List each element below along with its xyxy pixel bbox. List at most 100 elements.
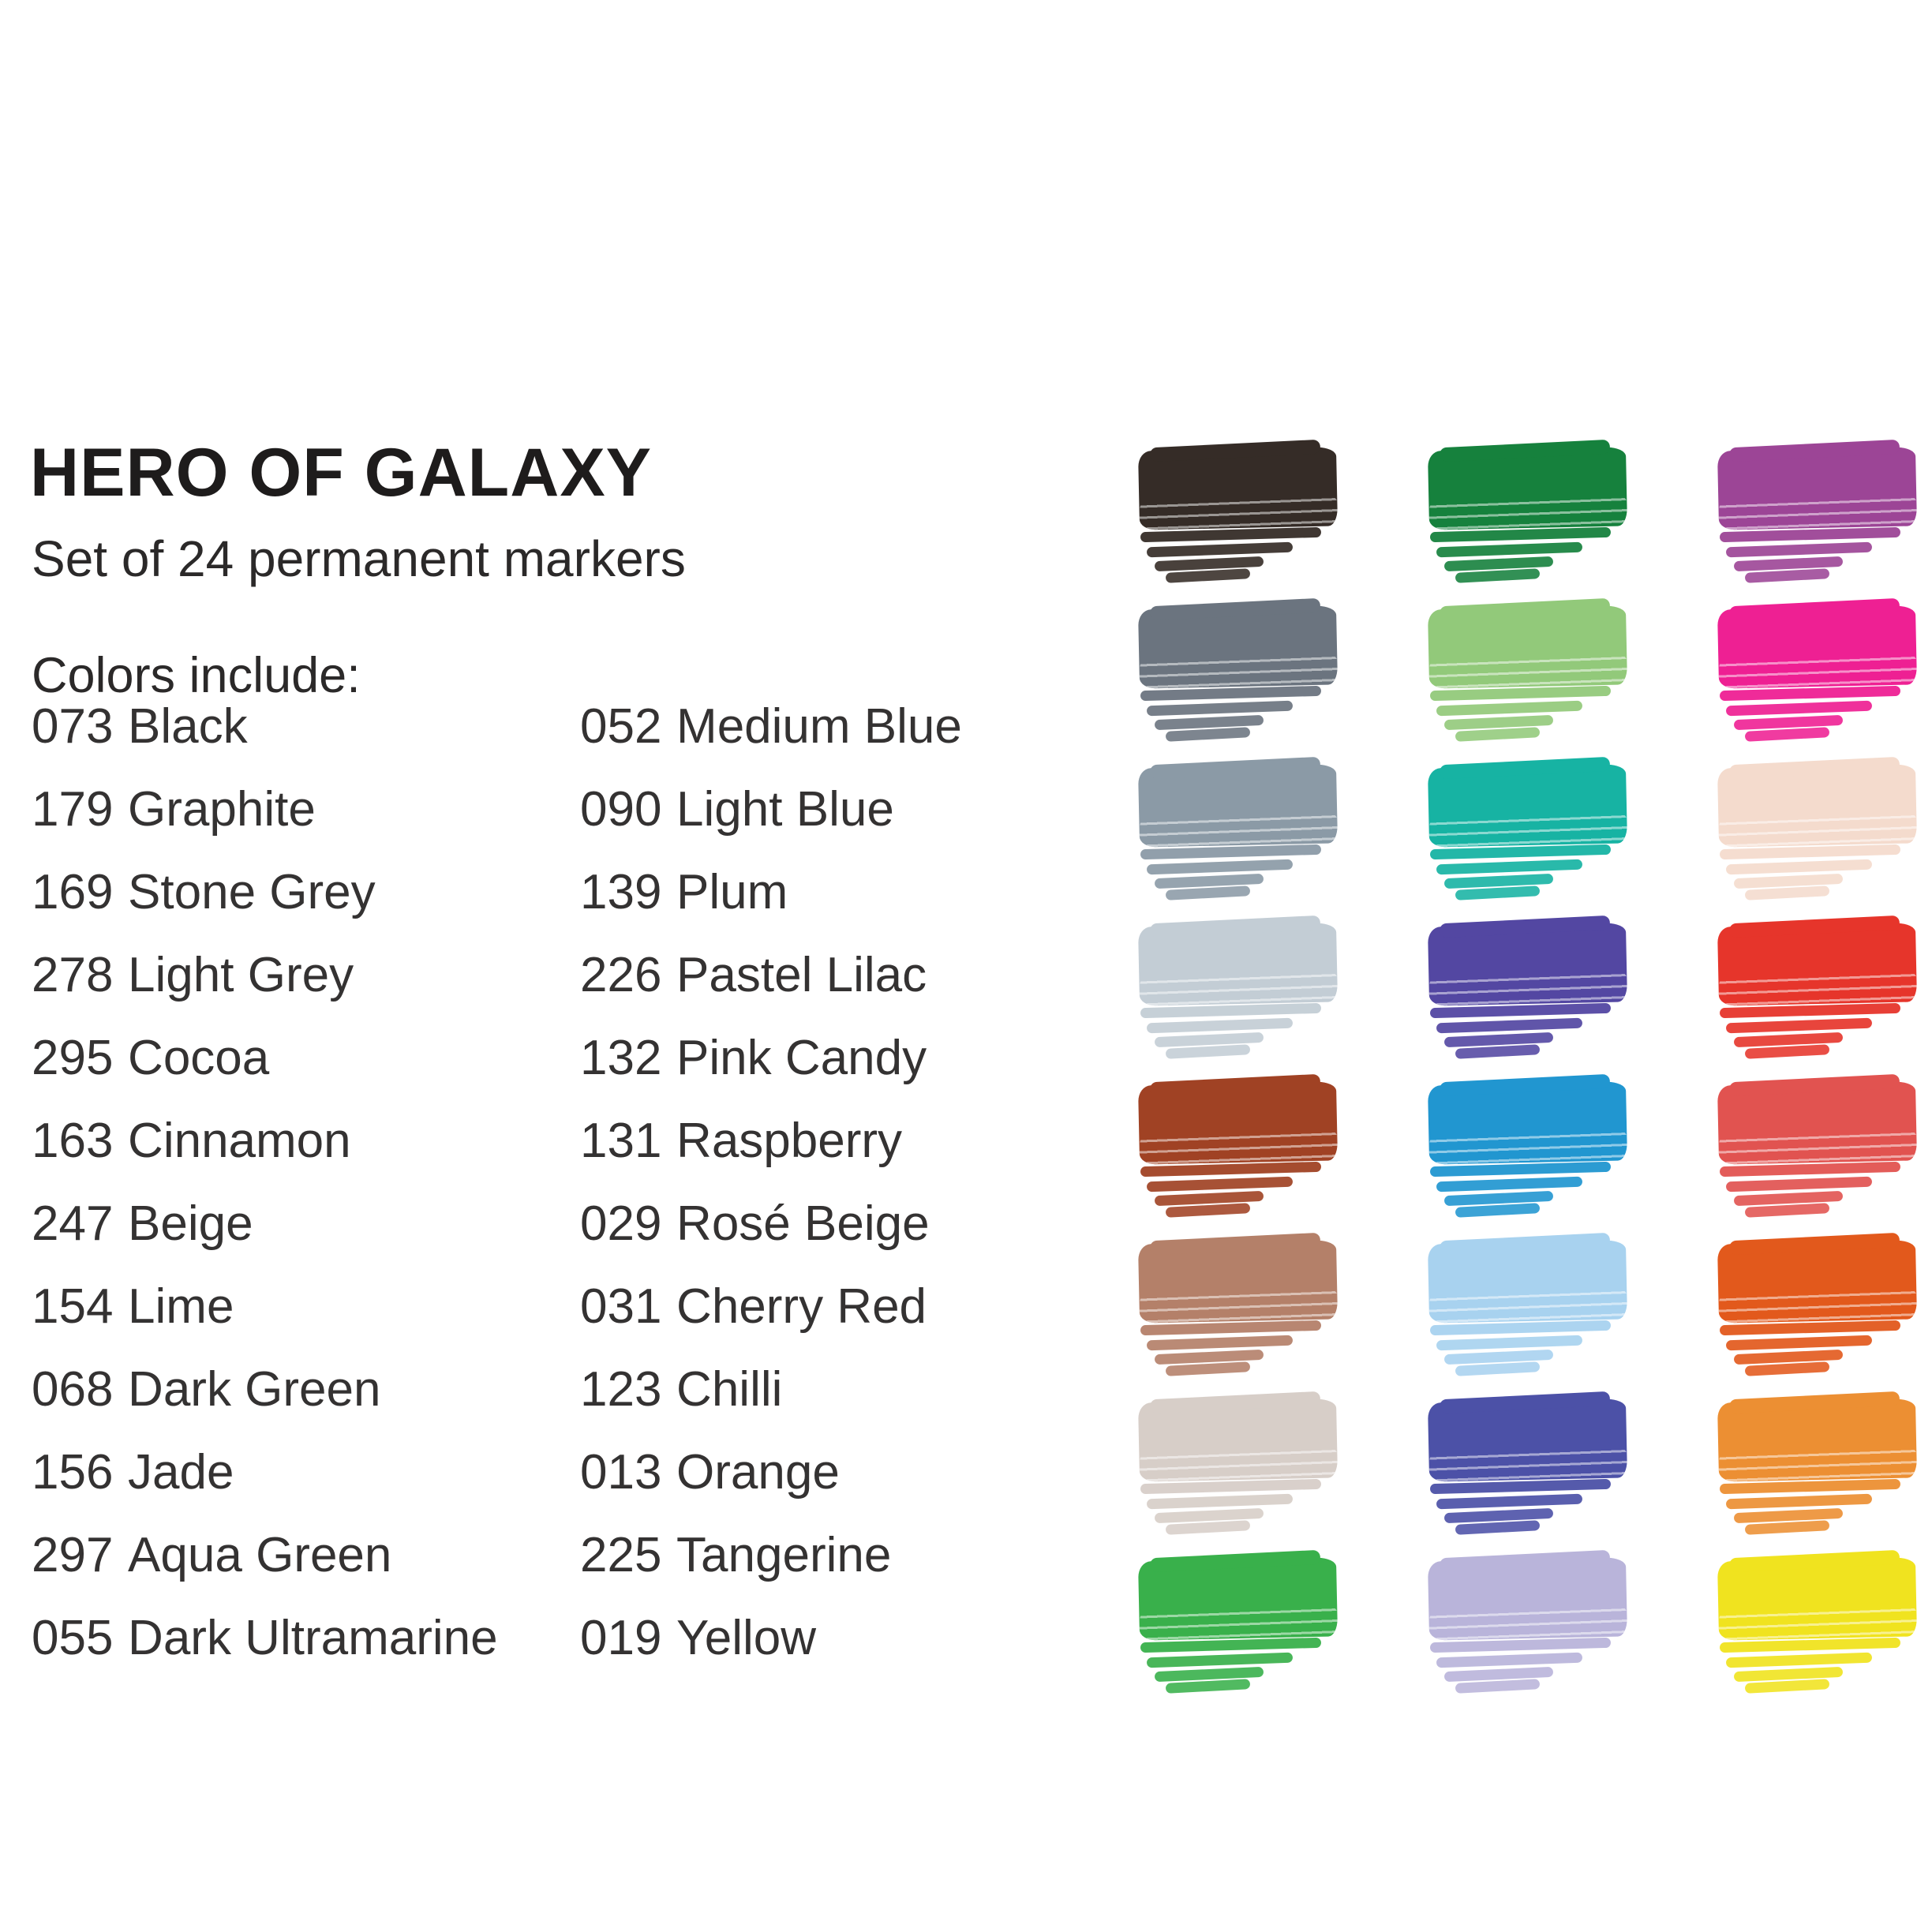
color-code: 068 (32, 1362, 114, 1417)
color-name: Beige (128, 1196, 253, 1251)
color-code: 090 (580, 782, 662, 837)
color-code: 163 (32, 1114, 114, 1168)
color-list-item: 132 Pink Candy (580, 1017, 962, 1099)
color-name: Jade (128, 1445, 234, 1500)
color-list-item: 052 Medium Blue (580, 685, 962, 768)
marker-swatch (1717, 763, 1918, 900)
color-code: 131 (580, 1114, 662, 1168)
color-list-item: 031 Cherry Red (580, 1265, 962, 1348)
color-list-item: 123 Chilli (580, 1348, 962, 1431)
color-list-item: 073 Black (32, 685, 498, 768)
color-code: 278 (32, 948, 114, 1002)
marker-swatch (1137, 605, 1339, 742)
color-code: 132 (580, 1031, 662, 1085)
color-name: Graphite (128, 782, 316, 837)
color-name: Cherry Red (676, 1279, 927, 1334)
color-list-item: 169 Stone Grey (32, 851, 498, 934)
color-code: 156 (32, 1445, 114, 1500)
color-name: Light Grey (128, 948, 354, 1002)
marker-swatch (1137, 1080, 1339, 1218)
color-name: Tangerine (676, 1528, 892, 1582)
colors-include-label: Colors include: (32, 648, 361, 703)
color-code: 247 (32, 1196, 114, 1251)
marker-swatch (1427, 446, 1628, 583)
color-code: 031 (580, 1279, 662, 1334)
color-list-column-2: 052 Medium Blue 090 Light Blue 139 Plum 226… (580, 685, 962, 1679)
marker-swatch (1427, 1239, 1628, 1376)
marker-swatch (1717, 1239, 1918, 1376)
color-list-item: 029 Rosé Beige (580, 1182, 962, 1265)
color-list-item: 297 Aqua Green (32, 1514, 498, 1597)
marker-swatch (1717, 922, 1918, 1059)
marker-swatch (1137, 1556, 1339, 1694)
color-name: Lime (128, 1279, 234, 1334)
color-name: Raspberry (676, 1114, 903, 1168)
color-name: Stone Grey (128, 865, 376, 919)
marker-swatch (1137, 763, 1339, 900)
color-code: 055 (32, 1611, 114, 1665)
marker-swatch (1137, 1398, 1339, 1535)
color-list-column-1: 073 Black 179 Graphite 169 Stone Grey 278 Li… (32, 685, 498, 1679)
marker-swatch (1427, 763, 1628, 900)
marker-swatch (1137, 922, 1339, 1059)
color-list-item: 179 Graphite (32, 768, 498, 851)
color-code: 019 (580, 1611, 662, 1665)
color-name: Dark Ultramarine (128, 1611, 498, 1665)
color-list-item: 013 Orange (580, 1431, 962, 1514)
color-list-item: 154 Lime (32, 1265, 498, 1348)
color-list-item: 139 Plum (580, 851, 962, 934)
color-name: Orange (676, 1445, 840, 1500)
color-name: Dark Green (128, 1362, 381, 1417)
color-list-item: 055 Dark Ultramarine (32, 1597, 498, 1679)
color-name: Black (128, 699, 248, 754)
color-list-item: 131 Raspberry (580, 1099, 962, 1182)
marker-swatch-grid (1093, 436, 1932, 1705)
color-code: 295 (32, 1031, 114, 1085)
marker-swatch (1717, 1556, 1918, 1694)
color-code: 226 (580, 948, 662, 1002)
color-code: 169 (32, 865, 114, 919)
color-name: Cinnamon (128, 1114, 351, 1168)
color-list-item: 163 Cinnamon (32, 1099, 498, 1182)
color-list-item: 090 Light Blue (580, 768, 962, 851)
color-list-item: 068 Dark Green (32, 1348, 498, 1431)
color-list-item: 225 Tangerine (580, 1514, 962, 1597)
color-name: Medium Blue (676, 699, 962, 754)
marker-swatch (1427, 1556, 1628, 1694)
page-title: HERO OF GALAXY (30, 434, 653, 511)
color-code: 029 (580, 1196, 662, 1251)
color-code: 225 (580, 1528, 662, 1582)
color-name: Aqua Green (128, 1528, 392, 1582)
marker-swatch (1717, 605, 1918, 742)
marker-swatch (1137, 1239, 1339, 1376)
color-list-item: 019 Yellow (580, 1597, 962, 1679)
color-name: Rosé Beige (676, 1196, 930, 1251)
color-list-item: 278 Light Grey (32, 934, 498, 1017)
color-list-item: 226 Pastel Lilac (580, 934, 962, 1017)
color-code: 139 (580, 865, 662, 919)
marker-swatch (1427, 922, 1628, 1059)
color-name: Plum (676, 865, 788, 919)
marker-swatch (1717, 446, 1918, 583)
color-code: 073 (32, 699, 114, 754)
marker-swatch (1717, 1398, 1918, 1535)
color-code: 052 (580, 699, 662, 754)
color-name: Yellow (676, 1611, 816, 1665)
color-list-item: 156 Jade (32, 1431, 498, 1514)
color-code: 179 (32, 782, 114, 837)
color-code: 154 (32, 1279, 114, 1334)
subtitle: Set of 24 permanent markers (32, 530, 686, 587)
color-list-item: 247 Beige (32, 1182, 498, 1265)
color-code: 123 (580, 1362, 662, 1417)
color-name: Light Blue (676, 782, 894, 837)
marker-swatch (1137, 446, 1339, 583)
color-name: Pastel Lilac (676, 948, 927, 1002)
color-list-item: 295 Cocoa (32, 1017, 498, 1099)
marker-swatch (1427, 605, 1628, 742)
color-name: Pink Candy (676, 1031, 927, 1085)
marker-swatch (1717, 1080, 1918, 1218)
color-code: 297 (32, 1528, 114, 1582)
marker-swatch (1427, 1398, 1628, 1535)
color-name: Cocoa (128, 1031, 270, 1085)
